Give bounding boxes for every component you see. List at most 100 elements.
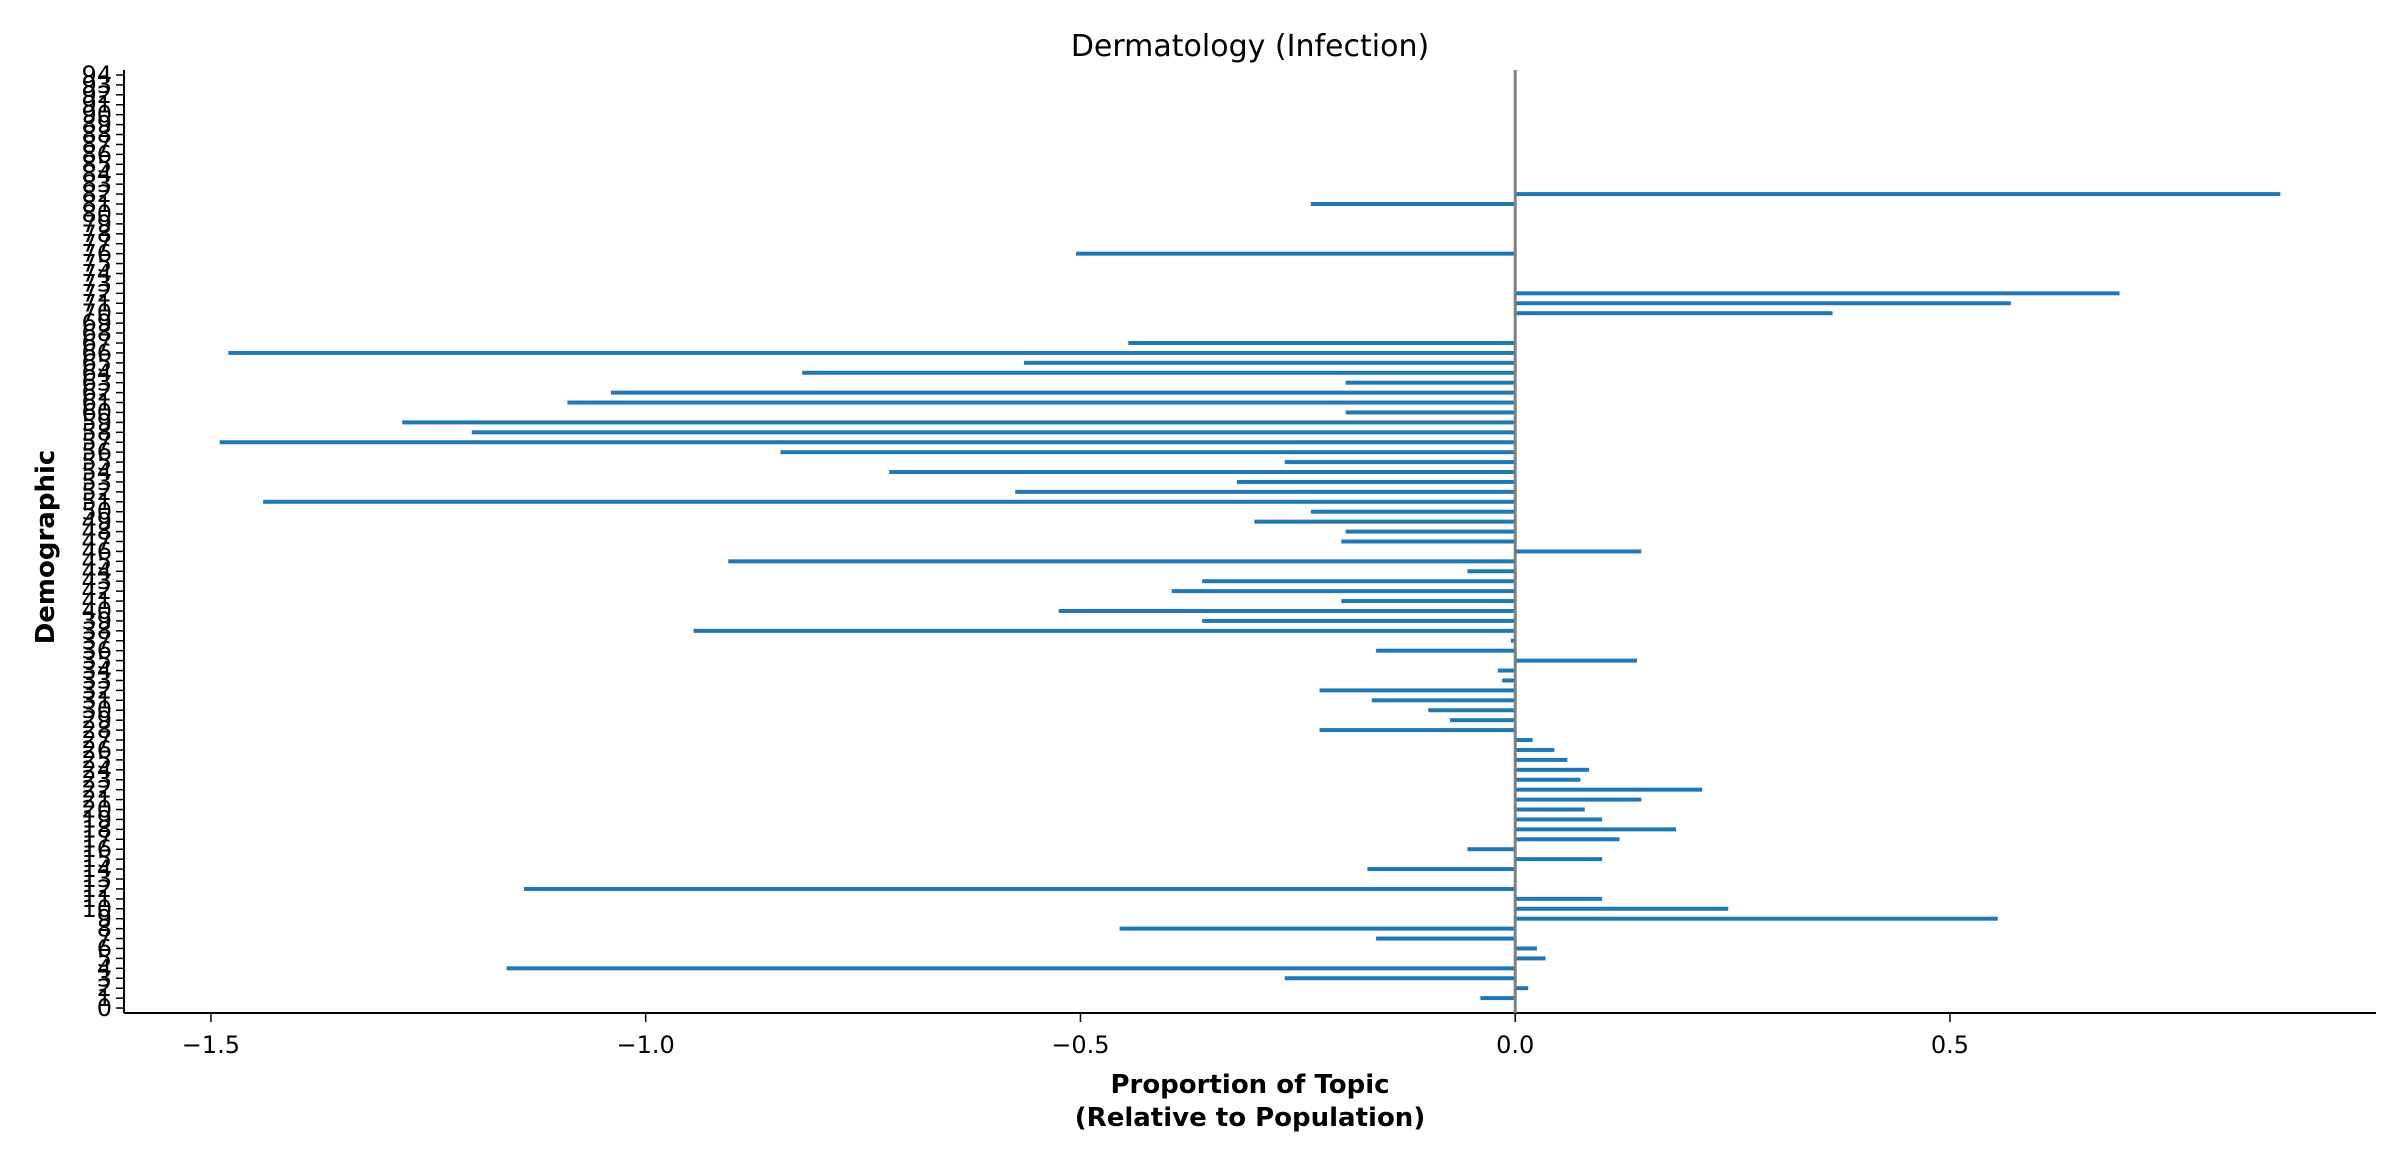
y-tick-label-21: 21 [81,786,112,814]
y-tick-label-25: 25 [81,746,112,774]
y-tick-label-65: 65 [81,349,112,377]
y-tick-label-88: 88 [81,121,112,149]
y-tick-label-89: 89 [81,111,112,139]
y-tick-label-61: 61 [81,389,112,417]
y-tick-label-10: 10 [81,895,112,923]
y-tick-label-59: 59 [81,408,112,436]
y-tick-label-4: 4 [97,954,112,982]
bar-45 [728,559,1516,564]
bar-76 [1076,251,1516,256]
y-tick-label-2: 2 [97,974,112,1002]
y-tick-label-80: 80 [81,200,112,228]
bar-11 [1515,896,1603,901]
x-tick-label-1: −1.0 [617,1031,675,1059]
bar-62 [610,390,1516,395]
y-tick-label-44: 44 [81,557,112,585]
bar-8 [1119,926,1516,931]
y-tick-label-93: 93 [81,71,112,99]
bar-21 [1515,797,1642,802]
bar-50 [1310,509,1516,514]
bar-18 [1515,827,1677,832]
y-tick-label-85: 85 [81,150,112,178]
x-tick-label-4: 0.5 [1931,1031,1969,1059]
x-tick-label-3: 0.0 [1496,1031,1534,1059]
y-tick-label-57: 57 [81,428,112,456]
y-tick-label-62: 62 [81,379,112,407]
bar-29 [1449,718,1516,723]
y-tick-label-56: 56 [81,438,112,466]
y-tick-label-1: 1 [97,984,112,1012]
y-tick-label-87: 87 [81,130,112,158]
bar-55 [1284,460,1516,465]
y-tick-label-86: 86 [81,140,112,168]
bar-60 [1345,410,1516,415]
bar-48 [1345,529,1516,534]
y-tick-label-41: 41 [81,587,112,615]
bar-66 [228,350,1516,355]
bar-44 [1467,569,1516,574]
y-tick-label-54: 54 [81,458,112,486]
y-tick-label-66: 66 [81,339,112,367]
bar-25 [1515,757,1568,762]
y-tick-label-9: 9 [97,905,112,933]
y-tick-label-29: 29 [81,706,112,734]
bar-2 [1515,986,1529,991]
y-tick-label-52: 52 [81,478,112,506]
bar-70 [1515,311,1833,316]
bar-81 [1310,202,1516,207]
bar-38 [693,628,1516,633]
y-tick-label-53: 53 [81,468,112,496]
chart-title: Dermatology (Infection) [1071,29,1429,64]
bar-54 [889,470,1516,475]
y-tick-label-13: 13 [81,865,112,893]
y-tick-label-19: 19 [81,805,112,833]
y-tick-label-22: 22 [81,776,112,804]
bar-28 [1319,728,1516,733]
y-tick-label-68: 68 [81,319,112,347]
bar-16 [1467,847,1516,852]
y-tick-label-90: 90 [81,101,112,129]
y-tick-label-34: 34 [81,657,112,685]
bar-9 [1515,916,1998,921]
y-tick-label-64: 64 [81,359,112,387]
y-tick-label-67: 67 [81,329,112,357]
bar-64 [802,370,1516,375]
bar-63 [1345,380,1516,385]
x-tick-label-0: −1.5 [182,1031,240,1059]
y-tick-label-84: 84 [81,160,112,188]
bar-53 [1236,479,1516,484]
bar-71 [1515,301,2011,306]
y-tick-label-74: 74 [81,259,112,287]
y-tick-label-30: 30 [81,696,112,724]
bar-67 [1128,340,1516,345]
y-tick-label-32: 32 [81,676,112,704]
y-tick-label-36: 36 [81,637,112,665]
y-tick-label-42: 42 [81,577,112,605]
y-tick-label-81: 81 [81,190,112,218]
bar-4 [506,966,1516,971]
bar-17 [1515,837,1620,842]
y-tick-label-46: 46 [81,537,112,565]
bar-31 [1371,698,1516,703]
x-axis-label-line-2: (Relative to Population) [1075,1103,1425,1133]
bar-32 [1319,688,1516,693]
bar-47 [1341,539,1516,544]
y-tick-label-37: 37 [81,627,112,655]
y-tick-label-20: 20 [81,796,112,824]
y-tick-label-16: 16 [81,835,112,863]
y-tick-label-82: 82 [81,180,112,208]
y-tick-label-45: 45 [81,547,112,575]
bar-52 [1015,489,1516,494]
y-tick-label-17: 17 [81,825,112,853]
bar-43 [1202,579,1516,584]
y-tick-label-7: 7 [97,925,112,953]
y-tick-label-23: 23 [81,766,112,794]
bar-72 [1515,291,2120,296]
bar-51 [263,499,1516,504]
bar-1 [1480,996,1516,1001]
bar-37 [1510,638,1516,643]
y-tick-label-14: 14 [81,855,112,883]
y-tick-label-48: 48 [81,518,112,546]
